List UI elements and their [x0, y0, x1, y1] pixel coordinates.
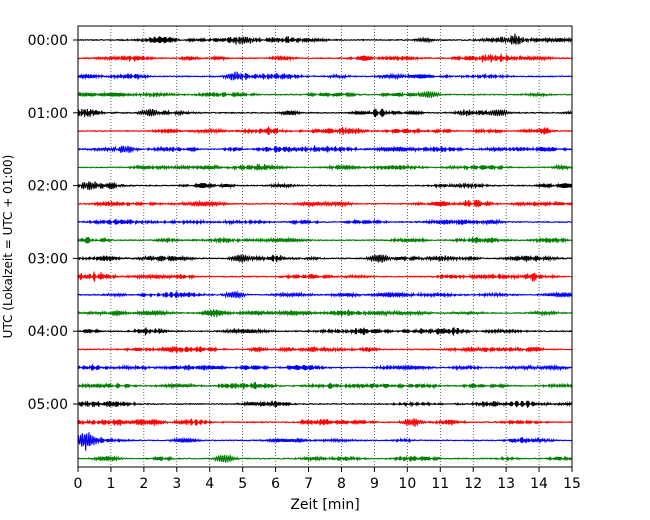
trace-0230 — [77, 218, 573, 226]
trace-0515 — [77, 418, 573, 427]
trace-0215 — [77, 199, 573, 208]
x-tick-label: 6 — [271, 476, 280, 492]
y-axis-label: UTC (Lokalzeit = UTC + 01:00) — [1, 155, 15, 339]
y-axis-ticks: 00:00 01:00 02:00 03:00 04:00 05:00 — [28, 33, 78, 413]
x-tick-label: 14 — [530, 476, 548, 492]
trace-0200 — [77, 181, 573, 191]
trace-0100 — [77, 108, 573, 118]
trace-0345 — [77, 309, 573, 318]
x-tick-label: 1 — [106, 476, 115, 492]
y-tick-label: 01:00 — [28, 106, 68, 122]
trace-0115 — [77, 126, 573, 135]
trace-0300 — [77, 254, 573, 264]
plot-frame — [77, 25, 573, 468]
x-tick-label: 5 — [238, 476, 247, 492]
trace-0400 — [77, 327, 573, 336]
x-tick-label: 15 — [563, 476, 581, 492]
y-tick-label: 04:00 — [28, 324, 68, 340]
x-tick-label: 12 — [464, 476, 482, 492]
x-tick-label: 4 — [205, 476, 214, 492]
y-tick-label: 02:00 — [28, 179, 68, 195]
trace-0530 — [77, 432, 573, 451]
trace-0000 — [77, 33, 573, 45]
x-tick-label: 7 — [304, 476, 313, 492]
trace-0430 — [77, 363, 573, 372]
seismic-traces — [77, 33, 573, 463]
x-tick-label: 3 — [172, 476, 181, 492]
trace-0445 — [77, 381, 573, 390]
trace-0330 — [77, 290, 573, 300]
trace-0130 — [77, 145, 573, 154]
trace-0245 — [77, 236, 573, 244]
x-tick-label: 2 — [139, 476, 148, 492]
trace-0015 — [77, 53, 573, 63]
trace-0145 — [77, 163, 573, 172]
trace-0545 — [77, 454, 573, 463]
x-tick-label: 9 — [370, 476, 379, 492]
x-tick-label: 0 — [74, 476, 83, 492]
x-tick-label: 11 — [431, 476, 449, 492]
trace-0500 — [77, 400, 573, 408]
x-axis-label: Zeit [min] — [290, 497, 359, 513]
trace-0315 — [77, 271, 573, 282]
trace-0030 — [77, 71, 573, 81]
trace-0045 — [78, 90, 573, 99]
y-tick-label: 05:00 — [28, 397, 68, 413]
x-axis-ticks: 0 1 2 3 4 5 6 7 8 9 10 11 12 13 14 15 — [74, 467, 581, 492]
y-tick-label: 00:00 — [28, 33, 68, 49]
x-tick-label: 10 — [398, 476, 416, 492]
trace-0415 — [77, 345, 573, 354]
y-tick-label: 03:00 — [28, 251, 68, 267]
x-tick-label: 13 — [497, 476, 515, 492]
x-tick-label: 8 — [337, 476, 346, 492]
